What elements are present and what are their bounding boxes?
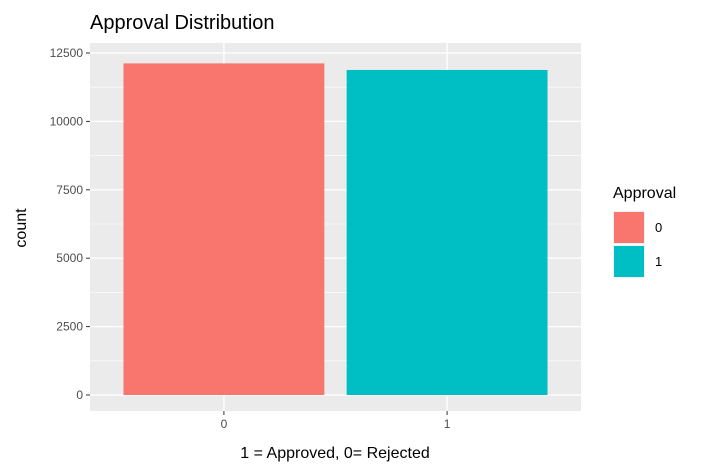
y-tick-label: 12500 bbox=[50, 46, 84, 60]
legend-title: Approval bbox=[613, 185, 676, 202]
legend-label: 1 bbox=[655, 254, 662, 269]
chart-title: Approval Distribution bbox=[90, 12, 275, 34]
y-axis-title: count bbox=[13, 208, 30, 248]
x-tick-label: 1 bbox=[444, 417, 451, 431]
legend: Approval 0 1 bbox=[613, 185, 676, 278]
bar-0 bbox=[123, 63, 325, 396]
x-tick-label: 0 bbox=[221, 417, 228, 431]
legend-swatch-1 bbox=[614, 246, 644, 277]
y-tick-label: 5000 bbox=[56, 251, 83, 265]
y-tick-label: 2500 bbox=[56, 320, 83, 334]
y-axis-ticks: 0 2500 5000 7500 10000 12500 bbox=[50, 46, 90, 402]
bars bbox=[123, 63, 548, 396]
legend-label: 0 bbox=[655, 220, 662, 235]
y-tick-label: 7500 bbox=[56, 183, 83, 197]
legend-swatch-0 bbox=[614, 212, 644, 243]
bar-1 bbox=[346, 69, 548, 396]
y-tick-label: 0 bbox=[76, 388, 83, 402]
y-tick-label: 10000 bbox=[50, 114, 84, 128]
x-axis-title: 1 = Approved, 0= Rejected bbox=[240, 445, 429, 462]
